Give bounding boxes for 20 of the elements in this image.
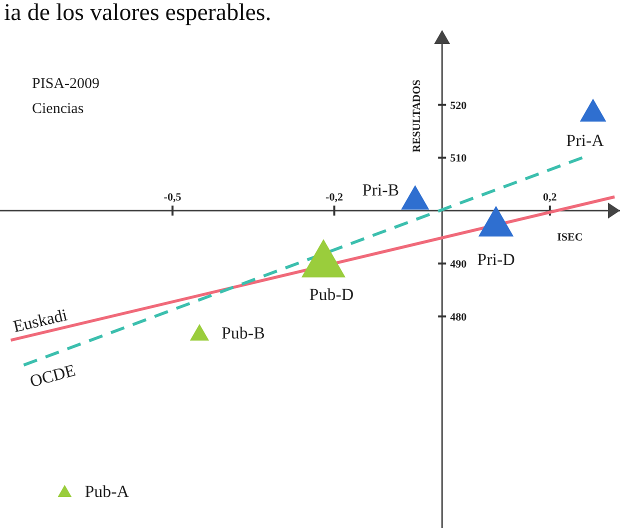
y-tick-label: 510 [450, 152, 468, 165]
text: ia de los valores esperables. [4, 0, 272, 26]
x-axis-title: ISEC [557, 232, 583, 244]
annotation: Pri-B [362, 180, 400, 200]
y-axis-title: RESULTADOS [411, 80, 424, 152]
text: Euskadi [11, 305, 70, 336]
x-tick-label: -0,5 [164, 192, 182, 204]
annotation: Pub-A [84, 482, 130, 501]
annotation: Pub-D [309, 285, 354, 304]
y-tick-label: 520 [450, 100, 468, 112]
y-tick-label: 490 [450, 258, 468, 271]
annotation: Pub-B [221, 323, 265, 342]
text: PISA-2009 [32, 76, 100, 92]
y-tick-label: 480 [450, 311, 468, 324]
annotation: Pri-A [566, 131, 605, 150]
text: OCDE [28, 360, 78, 391]
text: Ciencias [32, 101, 84, 117]
annotation: Pri-D [477, 250, 515, 270]
x-tick-label: 0,2 [543, 192, 558, 204]
x-tick-label: -0,2 [326, 192, 344, 204]
